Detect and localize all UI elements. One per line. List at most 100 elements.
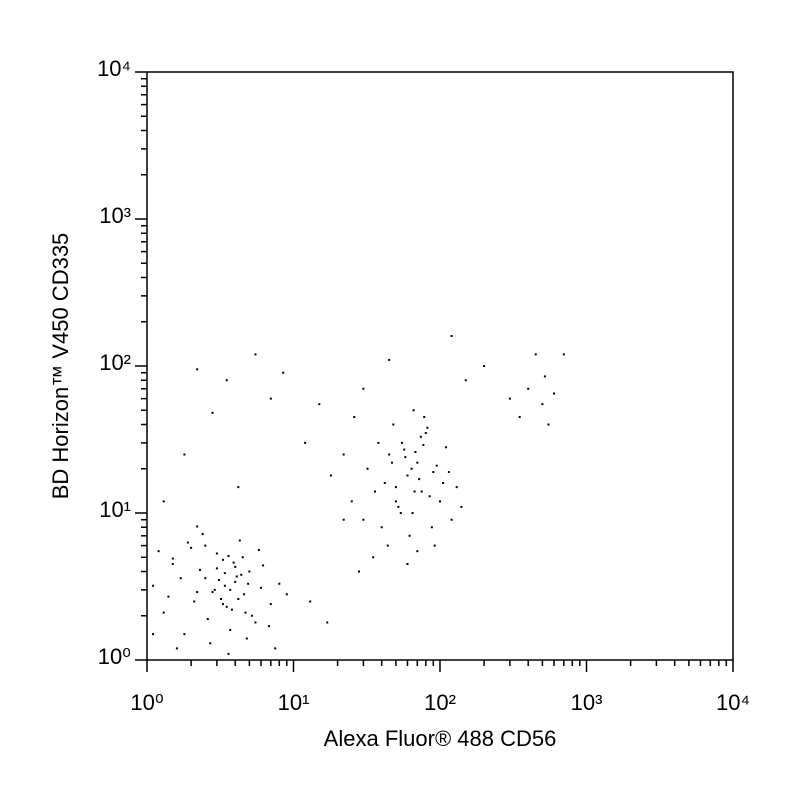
- point: [508, 397, 511, 400]
- point: [196, 525, 199, 528]
- point: [424, 432, 427, 435]
- point: [366, 467, 369, 470]
- point: [318, 403, 321, 406]
- point: [439, 500, 441, 503]
- point: [262, 564, 265, 567]
- point: [259, 586, 262, 589]
- point: [432, 471, 435, 474]
- y-tick-label: 10³: [99, 203, 131, 228]
- y-tick-label: 10²: [99, 350, 131, 375]
- point: [420, 490, 423, 493]
- point: [353, 415, 356, 418]
- point: [410, 467, 413, 470]
- point: [227, 554, 230, 557]
- point: [419, 435, 422, 438]
- point: [309, 600, 312, 603]
- point: [257, 549, 260, 552]
- point: [215, 567, 218, 570]
- point: [326, 621, 329, 624]
- point: [234, 565, 237, 568]
- point: [543, 375, 546, 378]
- point: [248, 570, 251, 573]
- point: [162, 611, 165, 614]
- point: [267, 625, 270, 628]
- point: [152, 584, 155, 587]
- point: [211, 411, 214, 414]
- point: [269, 397, 272, 400]
- point: [193, 600, 196, 603]
- point: [422, 444, 425, 447]
- point: [235, 575, 238, 578]
- point: [196, 591, 199, 594]
- point: [234, 580, 237, 583]
- point: [411, 512, 414, 514]
- x-tick-label: 10²: [424, 690, 456, 715]
- x-tick-label: 10³: [571, 690, 603, 715]
- point: [442, 481, 445, 484]
- point: [232, 561, 235, 564]
- point: [362, 518, 365, 521]
- point: [304, 441, 307, 444]
- point: [211, 591, 214, 594]
- point: [416, 461, 419, 464]
- point: [552, 392, 555, 395]
- point: [245, 637, 248, 640]
- point: [460, 505, 463, 508]
- point: [254, 353, 257, 356]
- point: [400, 441, 403, 444]
- point: [413, 490, 416, 493]
- point: [209, 642, 212, 645]
- point: [372, 556, 375, 559]
- point: [406, 562, 409, 565]
- point: [392, 423, 395, 426]
- point: [285, 593, 288, 596]
- point: [527, 387, 530, 390]
- point: [380, 526, 383, 529]
- point: [362, 387, 365, 390]
- point: [217, 579, 220, 582]
- point: [435, 464, 438, 467]
- point: [534, 353, 537, 356]
- point: [388, 358, 391, 361]
- point: [404, 456, 407, 459]
- point: [403, 448, 406, 451]
- point: [247, 582, 250, 585]
- point: [250, 614, 253, 617]
- point: [254, 621, 257, 624]
- point: [223, 584, 226, 587]
- x-tick-label: 10¹: [278, 690, 310, 715]
- point: [244, 611, 247, 614]
- point: [423, 415, 426, 418]
- point: [447, 471, 450, 474]
- x-tick-label: 10⁴: [716, 690, 750, 715]
- point: [225, 379, 228, 382]
- point: [229, 588, 232, 591]
- point: [215, 552, 218, 555]
- point: [223, 572, 226, 575]
- point: [171, 557, 174, 560]
- point: [342, 453, 345, 456]
- point: [397, 505, 400, 508]
- point: [221, 603, 224, 606]
- point: [399, 512, 402, 514]
- point: [418, 478, 421, 481]
- point: [190, 546, 193, 549]
- point: [483, 365, 486, 367]
- point: [196, 368, 199, 371]
- y-tick-label: 10¹: [99, 497, 131, 522]
- point: [237, 486, 240, 489]
- point: [562, 353, 565, 356]
- point: [428, 495, 431, 498]
- point: [414, 450, 417, 453]
- point: [206, 618, 209, 621]
- point: [358, 570, 361, 573]
- point: [220, 597, 223, 600]
- point: [201, 532, 204, 535]
- plot-frame: [146, 71, 734, 661]
- point: [412, 409, 415, 412]
- point: [390, 461, 393, 464]
- point: [350, 500, 353, 503]
- point: [274, 647, 277, 650]
